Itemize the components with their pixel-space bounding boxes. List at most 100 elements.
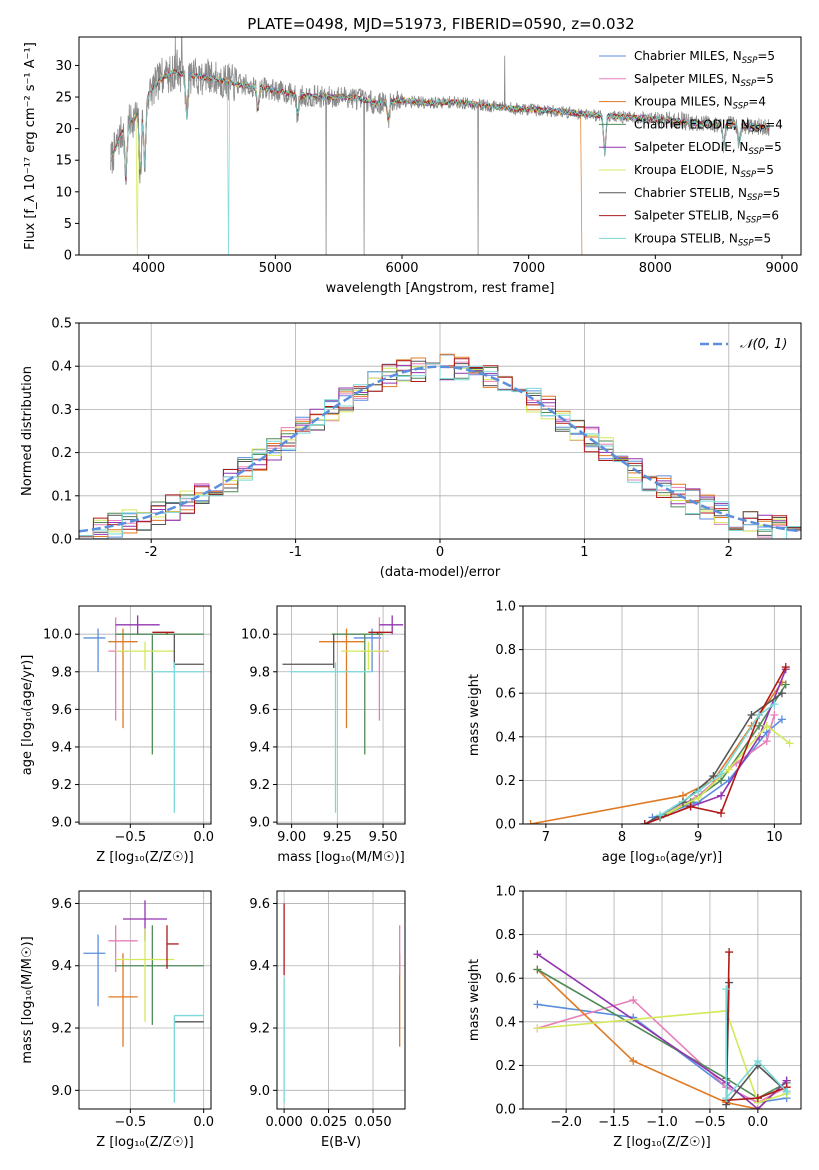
y-tick-label: 0.6 xyxy=(495,972,516,987)
x-axis-label: (data-model)/error xyxy=(380,565,501,580)
y-tick-label: 9.6 xyxy=(51,897,72,912)
x-tick-label: 0.0 xyxy=(748,1115,769,1130)
legend-label: 𝒩(0, 1) xyxy=(740,337,787,352)
y-tick-label: 9.6 xyxy=(249,897,270,912)
legend-label-sub: SSP xyxy=(738,238,754,248)
weight-marker-chabrier-miles xyxy=(777,715,786,724)
y-tick-label: 9.8 xyxy=(249,665,270,680)
weight-marker-salpeter-elodie xyxy=(533,950,542,959)
x-tick-label: 0 xyxy=(436,545,444,560)
legend-label-tail: =4 xyxy=(765,117,783,131)
weight-marker-kroupa-stelib xyxy=(753,1057,762,1066)
legend-label-main: Kroupa ELODIE, N xyxy=(634,163,741,177)
y-tick-label: 9.4 xyxy=(51,740,72,755)
weight-line-kroupa-stelib xyxy=(725,989,788,1101)
legend-label-sub: SSP xyxy=(733,102,749,112)
y-tick-label: 9.6 xyxy=(249,703,270,718)
weight-marker-salpeter-stelib xyxy=(640,820,649,824)
y-tick-label: 9.8 xyxy=(51,665,72,680)
legend-label-main: Salpeter ELODIE, N xyxy=(634,140,748,154)
y-tick-label: 9.0 xyxy=(249,816,270,831)
panel-residuals: 𝒩(0, 1) -2 -1 0 1 2 0.0 0.1 0.2 0.3 0.4 0.5 (data-mo… xyxy=(20,317,802,580)
axes-frame xyxy=(276,890,406,1110)
panel-weight_vs_Z: −2.0 −1.5 −1.0 −0.5 0.0 0.0 0.2 0.4 0.6 0.8 1.0 Z [… xyxy=(467,885,802,1150)
weight-marker-kroupa-stelib xyxy=(782,1087,791,1096)
x-tick-label: 0.0 xyxy=(193,1115,214,1130)
legend-label-sub: SSP xyxy=(750,124,766,134)
weight-marker-kroupa-stelib xyxy=(717,769,726,778)
weight-line-kroupa-elodie xyxy=(537,1010,787,1104)
weight-marker-kroupa-stelib xyxy=(722,985,731,994)
weight-marker-salpeter-stelib xyxy=(725,948,734,957)
legend-label-main: Kroupa STELIB, N xyxy=(634,231,738,245)
weight-marker-chabrier-stelib xyxy=(747,711,756,719)
legend-label-main: Kroupa MILES, N xyxy=(634,95,733,109)
y-tick-label: 9.4 xyxy=(249,740,270,755)
y-tick-label: 0.6 xyxy=(495,687,516,702)
x-tick-label: 8000 xyxy=(639,261,672,276)
legend-label: Chabrier STELIB, NSSP=5 xyxy=(634,186,780,203)
weight-marker-salpeter-stelib xyxy=(717,809,726,818)
x-tick-label: 0.025 xyxy=(310,1115,347,1130)
x-tick-label: -2 xyxy=(145,545,158,560)
y-tick-label: 0.2 xyxy=(51,446,72,461)
y-tick-label: 25 xyxy=(55,91,72,106)
weight-marker-kroupa-elodie xyxy=(724,765,733,774)
legend-label-sub: SSP xyxy=(741,79,757,89)
x-axis-label: Z [log₁₀(Z/Z☉)] xyxy=(96,1135,193,1150)
y-tick-label: 9.6 xyxy=(51,703,72,718)
weight-marker-kroupa-elodie xyxy=(762,721,771,730)
legend-label-sub: SSP xyxy=(748,147,764,157)
y-tick-label: 0.3 xyxy=(51,403,72,418)
plot-area xyxy=(110,37,770,255)
weight-marker-chabrier-stelib xyxy=(777,689,786,698)
y-axis-label: age [log₁₀(age/yr)] xyxy=(20,655,35,776)
y-tick-label: 10.0 xyxy=(241,628,270,643)
weight-marker-salpeter-miles xyxy=(629,996,638,1004)
plot-area xyxy=(526,663,794,824)
plot-area xyxy=(83,900,204,1103)
y-tick-label: 9.0 xyxy=(51,1084,72,1099)
weight-marker-chabrier-elodie xyxy=(755,721,764,730)
legend-label-tail: =5 xyxy=(757,49,775,63)
x-axis-label: Z [log₁₀(Z/Z☉)] xyxy=(613,1135,710,1150)
x-tick-label: 7000 xyxy=(512,261,545,276)
y-tick-label: 0.4 xyxy=(51,360,72,375)
legend-label: Salpeter MILES, NSSP=5 xyxy=(634,72,774,89)
weight-marker-salpeter-stelib xyxy=(781,663,790,672)
weight-marker-salpeter-elodie xyxy=(717,791,726,800)
y-tick-label: 15 xyxy=(55,154,72,169)
plot-area xyxy=(282,615,404,813)
weight-line-salpeter-stelib xyxy=(725,951,787,1102)
weight-marker-kroupa-stelib xyxy=(755,711,764,719)
legend-label-main: Chabrier MILES, N xyxy=(634,49,742,63)
x-tick-label: 0.000 xyxy=(266,1115,303,1130)
y-tick-label: 9.4 xyxy=(249,959,270,974)
x-tick-label: −0.5 xyxy=(694,1115,726,1130)
x-tick-label: 10 xyxy=(766,830,783,845)
gaussian-curve xyxy=(79,365,801,533)
x-tick-label: 9.25 xyxy=(323,830,352,845)
x-tick-label: 1 xyxy=(580,545,588,560)
y-tick-label: 30 xyxy=(55,59,72,74)
x-tick-label: −0.5 xyxy=(115,830,147,845)
plot-area xyxy=(283,903,401,1103)
x-tick-label: −2.0 xyxy=(550,1115,582,1130)
legend-label-tail: =5 xyxy=(763,186,781,200)
y-tick-label: 0.8 xyxy=(495,928,516,943)
x-tick-label: 9.00 xyxy=(277,830,306,845)
x-axis-label: age [log₁₀(age/yr)] xyxy=(602,850,723,865)
weight-marker-chabrier-miles xyxy=(533,1000,542,1009)
x-tick-label: 5000 xyxy=(259,261,292,276)
legend-label-tail: =5 xyxy=(756,163,774,177)
x-tick-label: 0.0 xyxy=(193,830,214,845)
model-spectrum-kroupa-stelib xyxy=(110,69,770,255)
panel-age_vs_mass: 9.00 9.25 9.50 9.0 9.2 9.4 9.6 9.8 10.0 mass [log… xyxy=(241,605,406,865)
y-tick-label: 0.2 xyxy=(495,1059,516,1074)
legend-label-sub: SSP xyxy=(747,193,763,203)
x-axis-label: Z [log₁₀(Z/Z☉)] xyxy=(96,850,193,865)
y-tick-label: 9.2 xyxy=(249,1022,270,1037)
weight-marker-salpeter-stelib xyxy=(753,1094,762,1103)
y-tick-label: 9.4 xyxy=(51,959,72,974)
